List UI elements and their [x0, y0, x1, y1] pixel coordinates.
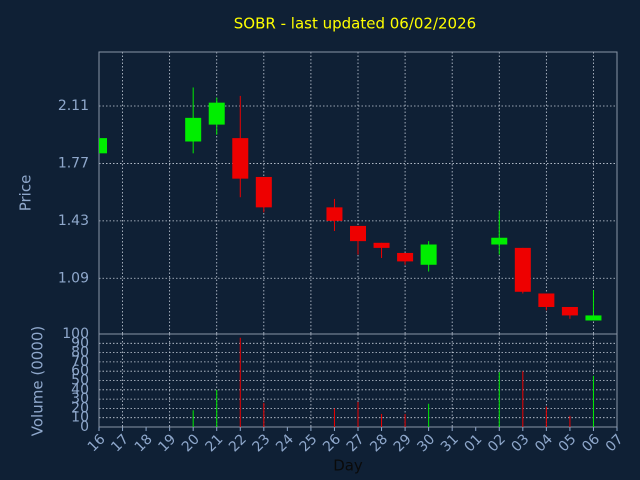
candle-body	[232, 138, 249, 179]
candle-body	[538, 293, 555, 307]
candle-body	[185, 117, 202, 142]
y-tick-label: 1.43	[58, 213, 89, 229]
volume-tick-label: 70	[71, 354, 89, 370]
candle-body	[255, 176, 272, 208]
candle-body	[420, 244, 437, 265]
candle-body	[585, 315, 602, 321]
candles	[99, 87, 602, 321]
y-axis-label: Price	[17, 175, 35, 212]
volume-tick-label: 90	[71, 335, 89, 351]
volume-tick-label: 30	[71, 391, 89, 407]
candle-body	[561, 306, 578, 316]
volume-tick-label: 40	[71, 382, 89, 398]
x-axis-label: Day	[333, 457, 363, 475]
candle-body	[514, 247, 531, 292]
candle-body	[99, 138, 107, 154]
volume-tick-label: 20	[71, 400, 89, 416]
candle-body	[208, 102, 225, 125]
volume-axis-label: Volume (0000)	[29, 326, 47, 436]
volume-tick-label: 10	[71, 410, 89, 426]
chart-title: SOBR - last updated 06/02/2026	[234, 15, 476, 33]
volume-tick-label: 80	[71, 345, 89, 361]
volume-tick-label: 50	[71, 373, 89, 389]
candle-body	[373, 242, 390, 248]
candle-body	[397, 252, 414, 262]
candle-body	[491, 237, 508, 245]
y-tick-label: 1.09	[58, 270, 89, 286]
candle-body	[350, 225, 366, 242]
y-tick-label: 1.77	[58, 155, 89, 171]
volume-tick-label: 100	[62, 326, 89, 342]
y-tick-label: 2.11	[58, 98, 89, 114]
candle-body	[326, 207, 343, 221]
volume-tick-label: 0	[80, 419, 89, 435]
volume-tick-label: 60	[71, 363, 89, 379]
